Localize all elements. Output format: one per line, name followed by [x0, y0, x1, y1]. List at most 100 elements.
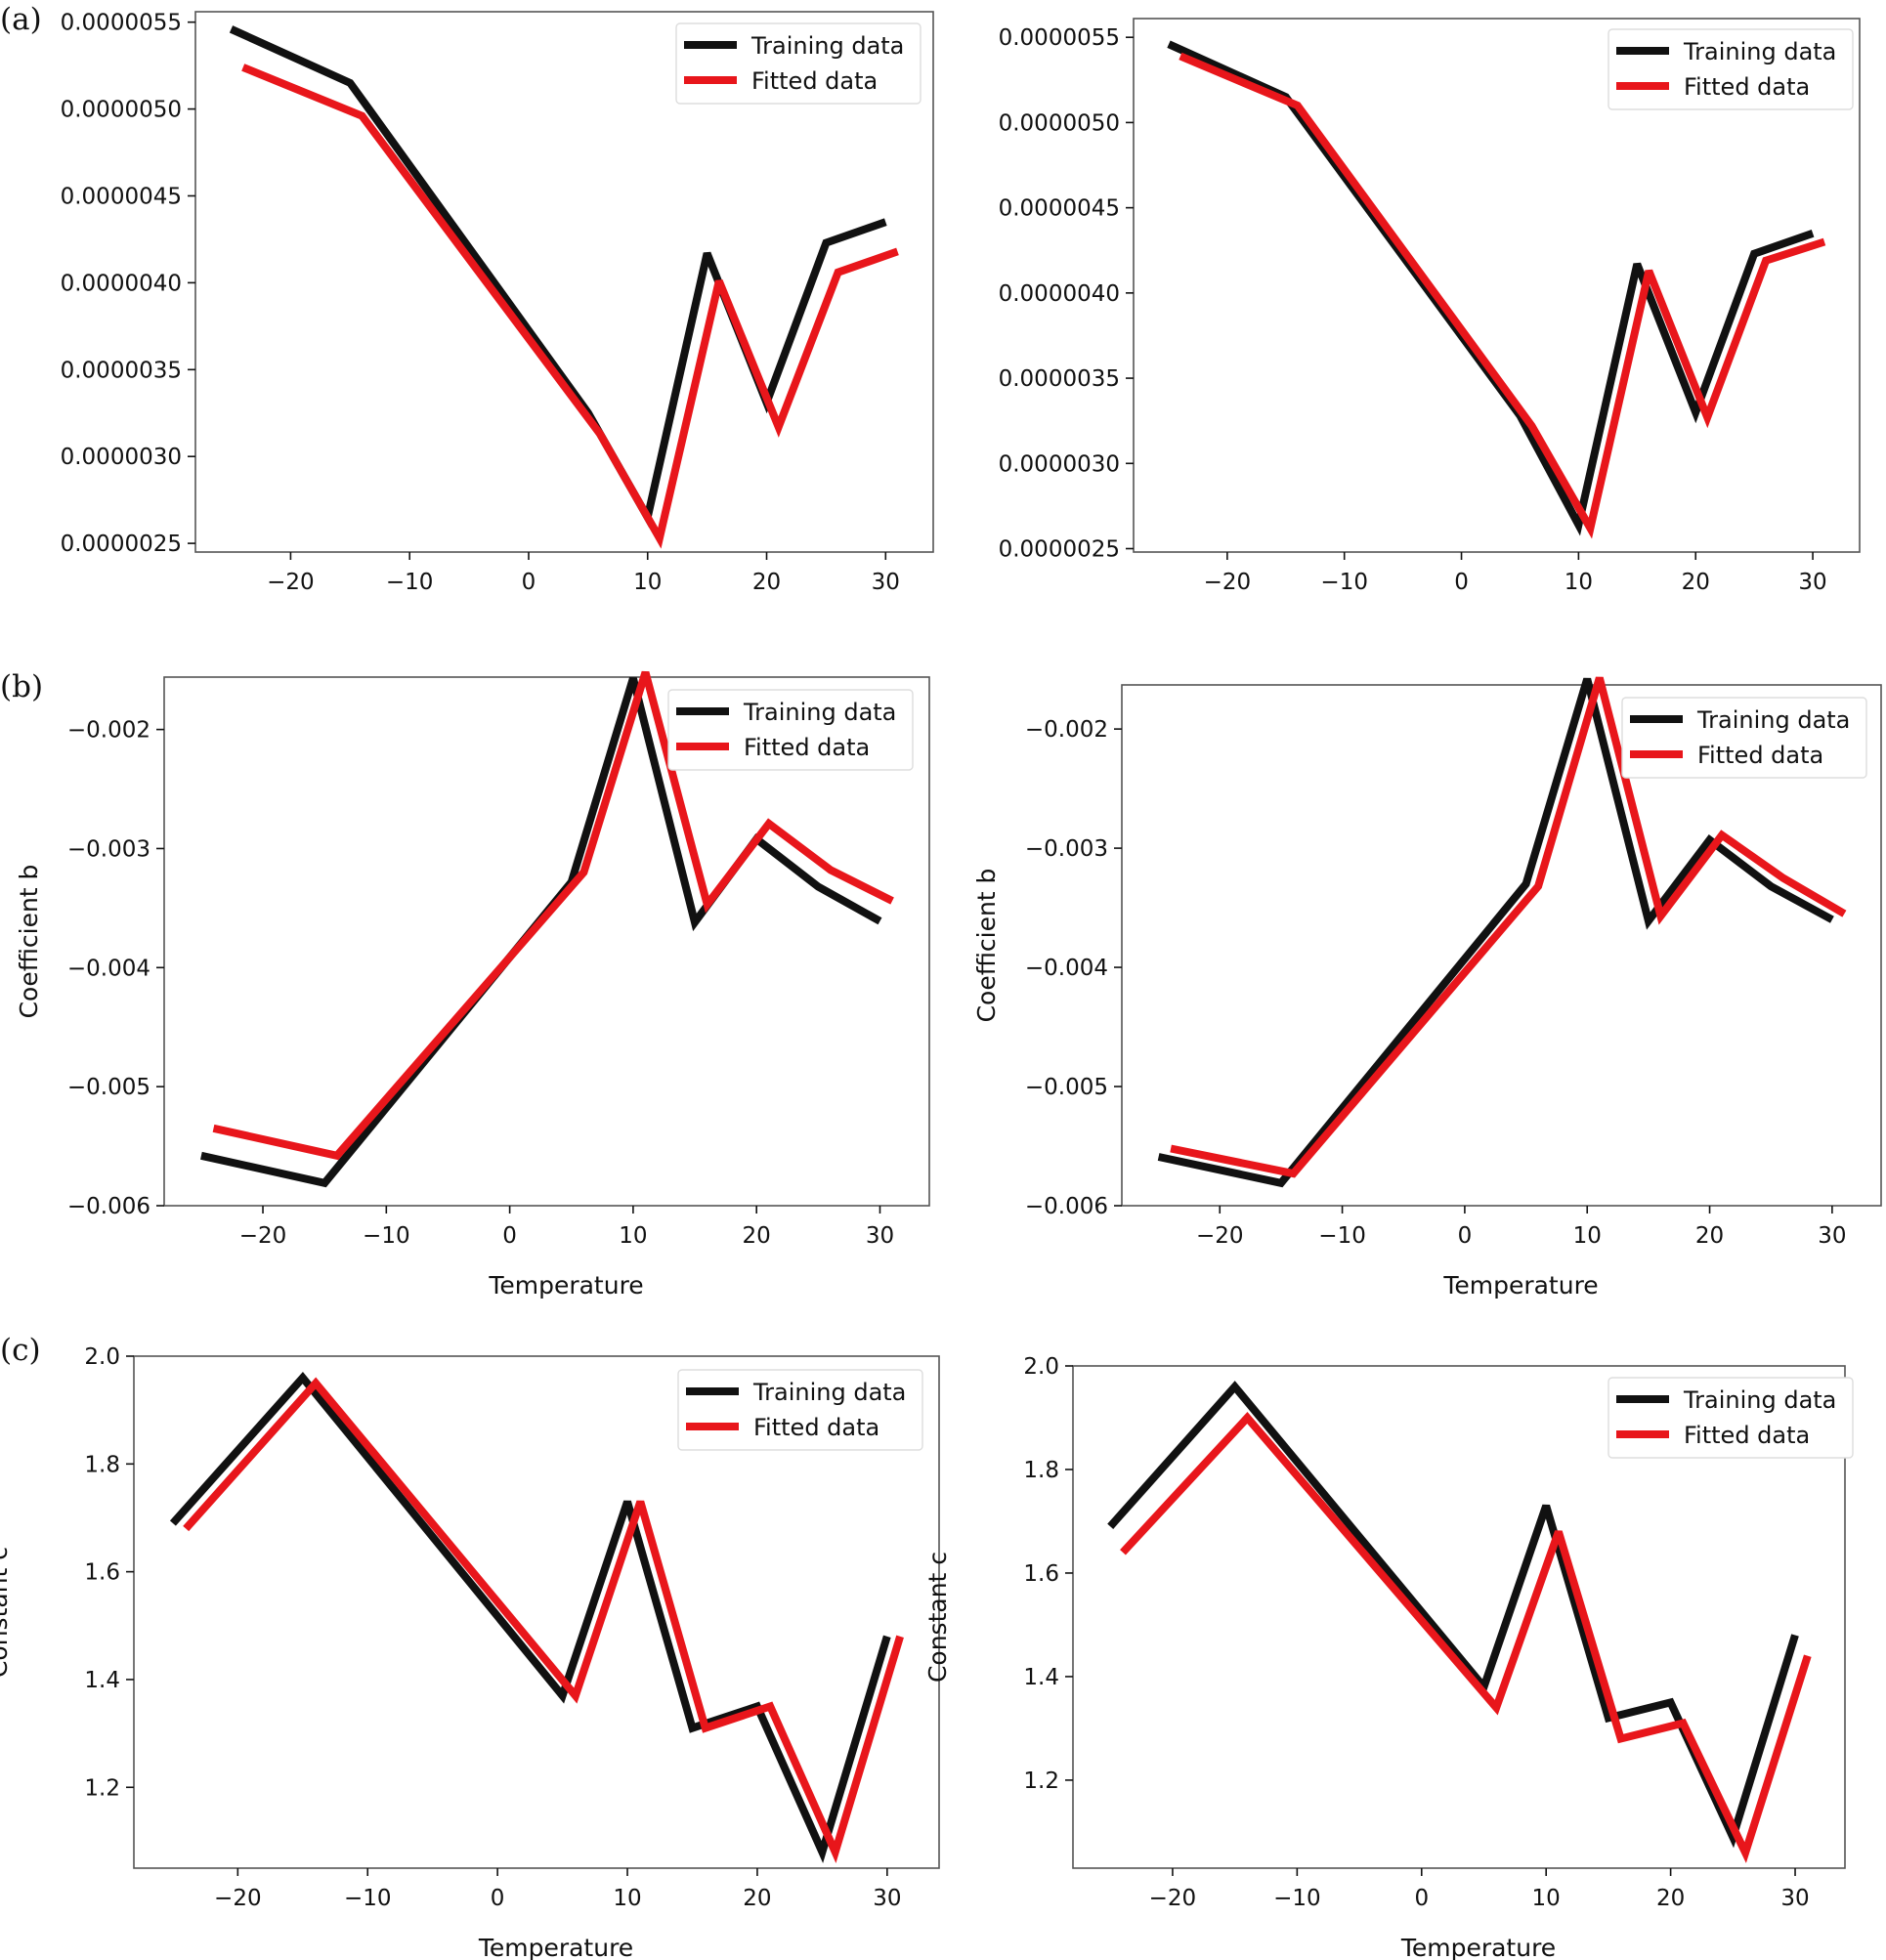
- legend-training-label: Training data: [752, 1379, 906, 1406]
- x-tick-label: 20: [1682, 570, 1710, 595]
- x-tick-label: 0: [522, 570, 536, 595]
- x-tick-label: 0: [1454, 570, 1469, 595]
- x-tick-label: 30: [1798, 570, 1826, 595]
- x-tick-label: 30: [873, 1886, 901, 1911]
- fitted-data-line: [1179, 52, 1826, 539]
- training-data-line: [169, 1371, 891, 1863]
- charts-container: −20 −10 0 10 20 30 0.0000025 0.0000030 0.0000035…: [0, 11, 1882, 1960]
- legend-box: [1607, 1377, 1854, 1459]
- y-tick-label: 0.0000030: [61, 445, 182, 470]
- training-data-line: [1107, 1381, 1799, 1849]
- y-tick-label: 0.0000035: [61, 358, 182, 383]
- y-tick-label: 0.0000040: [999, 281, 1120, 307]
- x-tick-label: −10: [344, 1886, 392, 1911]
- y-tick-label: 0.0000035: [999, 366, 1120, 392]
- training-data-line: [1167, 40, 1815, 536]
- fitted-data-line: [212, 670, 894, 1161]
- plot-frame: [1133, 18, 1861, 553]
- y-tick-label: 1.6: [1023, 1561, 1059, 1587]
- y-tick-label: −0.002: [1025, 717, 1108, 743]
- legend-fitted-label: Fitted data: [751, 67, 878, 95]
- x-tick-label: −20: [1204, 570, 1252, 595]
- plot-frame: [194, 11, 934, 553]
- x-tick-label: 20: [743, 1223, 771, 1249]
- x-tick-label: −10: [386, 570, 434, 595]
- y-tick-label: −0.003: [67, 836, 150, 862]
- y-tick-label: 1.8: [84, 1452, 120, 1477]
- legend-fitted-label: Fitted data: [1697, 742, 1823, 769]
- x-tick-label: 10: [1565, 570, 1593, 595]
- x-tick-label: 0: [502, 1223, 517, 1249]
- y-tick-label: 1.6: [84, 1560, 120, 1586]
- chart-a-left: −20 −10 0 10 20 30 0.0000025 0.0000030 0.0000035…: [61, 11, 934, 595]
- x-tick-label: 0: [491, 1886, 505, 1911]
- fitted-data-line: [1170, 676, 1847, 1178]
- training-data-line: [1157, 677, 1834, 1188]
- x-tick-label: 0: [1414, 1886, 1429, 1911]
- y-tick-label: 0.0000050: [999, 110, 1120, 136]
- y-tick-label: −0.003: [1025, 836, 1108, 862]
- x-axis-title: Temperature: [1442, 1271, 1598, 1300]
- x-axis-title: Temperature: [488, 1271, 643, 1300]
- x-tick-label: 0: [1458, 1223, 1473, 1249]
- x-tick-label: −20: [214, 1886, 262, 1911]
- x-tick-label: −10: [1318, 1223, 1366, 1249]
- y-tick-label: 1.4: [84, 1668, 120, 1693]
- y-tick-label: 0.0000045: [999, 196, 1120, 222]
- chart-b-right: −20 −10 0 10 20 30 −0.006 −0.005 −0.004 −0.003 −0.…: [972, 676, 1882, 1300]
- y-axis-title: Coefficient b: [15, 865, 43, 1019]
- fitted-data-line: [183, 1377, 904, 1863]
- x-tick-label: −20: [239, 1223, 287, 1249]
- y-axis-title: Coefficient b: [972, 869, 1001, 1023]
- x-tick-label: −10: [363, 1223, 410, 1249]
- y-tick-label: −0.005: [1025, 1075, 1108, 1100]
- x-tick-label: 10: [1532, 1886, 1561, 1911]
- y-tick-label: 1.2: [84, 1775, 120, 1801]
- legend-box: [667, 689, 914, 771]
- x-tick-label: 10: [613, 1886, 641, 1911]
- legend-fitted-label: Fitted data: [753, 1414, 879, 1441]
- x-tick-label: 20: [1695, 1223, 1724, 1249]
- x-tick-label: −10: [1320, 570, 1368, 595]
- plot-frame: [1121, 684, 1882, 1207]
- legend-training-label: Training data: [1696, 706, 1850, 734]
- plot-frame: [1072, 1365, 1846, 1869]
- panel-label-a: (a): [0, 2, 42, 37]
- legend-training-label: Training data: [743, 699, 896, 726]
- legend-box: [1607, 28, 1854, 110]
- chart-b-left: −20 −10 0 10 20 30 −0.006 −0.005 −0.004 −0.003 −0.…: [15, 670, 930, 1300]
- chart-c-right: −20 −10 0 10 20 30 1.2 1.4 1.6 1.8 2.0 Temperature C…: [923, 1354, 1854, 1960]
- x-tick-label: −10: [1273, 1886, 1321, 1911]
- y-tick-label: 0.0000025: [999, 537, 1120, 563]
- legend-box: [1621, 697, 1867, 779]
- y-axis-title: Constant c: [923, 1552, 952, 1683]
- legend-fitted-label: Fitted data: [1684, 1422, 1810, 1449]
- plot-frame: [163, 676, 930, 1207]
- y-axis-title: Constant c: [0, 1547, 13, 1678]
- y-tick-label: 1.2: [1023, 1768, 1059, 1794]
- legend-training-label: Training data: [750, 32, 904, 60]
- x-tick-label: 30: [1818, 1223, 1846, 1249]
- legend-training-label: Training data: [1683, 38, 1836, 65]
- training-data-line: [229, 25, 887, 529]
- y-tick-label: 0.0000030: [999, 451, 1120, 477]
- fitted-data-line: [241, 64, 899, 549]
- x-tick-label: 30: [872, 570, 900, 595]
- legend-fitted-label: Fitted data: [1684, 73, 1810, 101]
- x-tick-label: 20: [1656, 1886, 1685, 1911]
- y-tick-label: −0.005: [67, 1075, 150, 1100]
- chart-a-right: −20 −10 0 10 20 30 0.0000025 0.0000030 0.0000035…: [999, 18, 1861, 595]
- x-tick-label: 10: [633, 570, 662, 595]
- x-axis-title: Temperature: [1400, 1934, 1556, 1960]
- x-axis-title: Temperature: [478, 1934, 633, 1960]
- y-tick-label: 0.0000040: [61, 271, 182, 296]
- training-data-line: [200, 677, 882, 1188]
- plot-frame: [133, 1355, 940, 1869]
- x-tick-label: 30: [866, 1223, 894, 1249]
- y-tick-label: −0.002: [67, 718, 150, 744]
- x-tick-label: 20: [752, 570, 781, 595]
- x-tick-label: −20: [267, 570, 315, 595]
- legend-box: [677, 1369, 923, 1451]
- y-tick-label: 0.0000045: [61, 184, 182, 209]
